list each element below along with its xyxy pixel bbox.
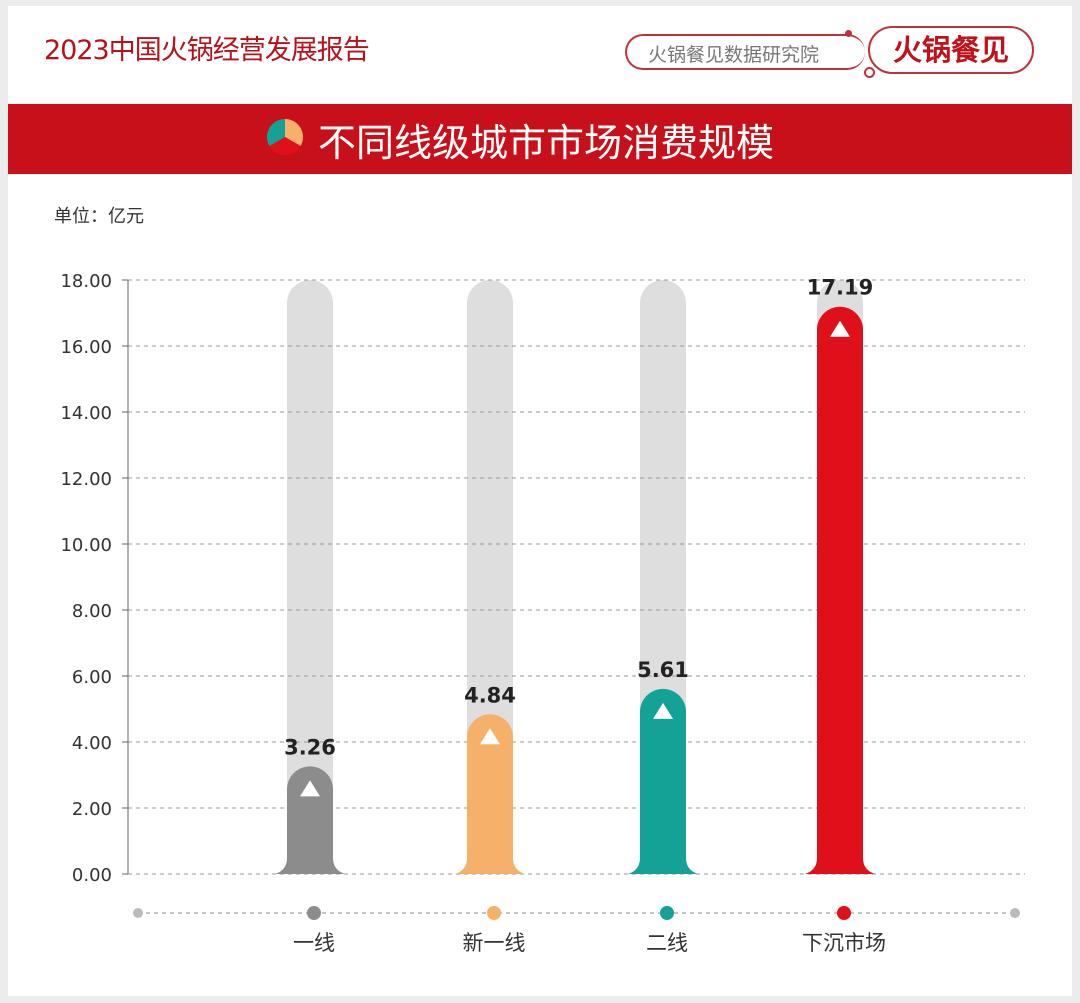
unit-label: 单位：亿元 [54,206,144,227]
brand-logo: 火锅餐见 [868,26,1034,74]
category-dot [837,906,851,920]
axis-end-dot [1010,908,1020,918]
y-tick-label: 18.00 [60,271,112,292]
background-bar [287,280,333,874]
bar [455,714,525,874]
brand-subtitle: 火锅餐见数据研究院 [648,44,820,66]
data-label: 3.26 [284,735,336,759]
bar [805,306,875,875]
report-title: 2023中国火锅经营发展报告 [44,35,370,66]
y-tick-label: 10.00 [60,535,112,556]
decor-dot [864,67,875,78]
y-tick-label: 8.00 [72,601,112,622]
category-dot [487,906,501,920]
y-tick-label: 16.00 [60,337,112,358]
y-tick-label: 12.00 [60,469,112,490]
category-label: 一线 [293,931,335,955]
chart-title: 不同线级城市市场消费规模 [318,121,775,165]
data-label: 4.84 [464,683,516,707]
category-dot [660,906,674,920]
category-label: 下沉市场 [802,931,886,955]
data-label: 5.61 [637,658,689,682]
y-tick-label: 6.00 [72,667,112,688]
bar [628,688,698,874]
category-label: 新一线 [463,931,526,955]
triangle-marker [830,320,850,337]
triangle-marker [653,702,673,719]
pie-chart-icon [266,118,304,156]
y-tick-label: 0.00 [72,865,112,886]
category-label: 二线 [646,931,688,955]
y-tick-label: 2.00 [72,799,112,820]
brand-pill [625,34,865,70]
y-tick-label: 14.00 [60,403,112,424]
y-tick-label: 4.00 [72,733,112,754]
axis-end-dot [133,908,143,918]
title-banner [8,104,1072,174]
bar [275,766,345,874]
category-dot [307,906,321,920]
data-label: 17.19 [807,276,873,300]
triangle-marker [480,728,500,745]
triangle-marker [300,780,320,797]
decor-dot [845,30,852,37]
